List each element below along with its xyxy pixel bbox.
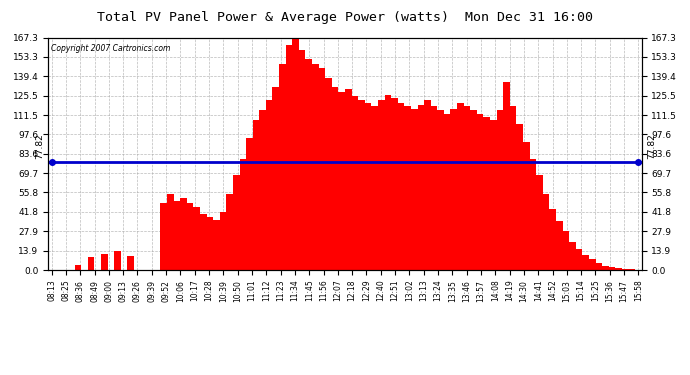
Bar <box>384 95 391 270</box>
Bar <box>457 103 464 270</box>
Bar <box>510 106 516 270</box>
Bar <box>411 109 417 270</box>
Bar <box>503 82 510 270</box>
Bar <box>115 251 121 270</box>
Bar <box>609 267 615 270</box>
Bar <box>424 100 431 270</box>
Bar <box>279 64 286 270</box>
Bar <box>246 138 253 270</box>
Bar <box>397 103 404 270</box>
Bar <box>299 50 306 270</box>
Bar <box>293 38 299 270</box>
Bar <box>589 259 595 270</box>
Bar <box>259 110 266 270</box>
Bar <box>358 100 365 270</box>
Bar <box>319 69 325 270</box>
Bar <box>549 209 556 270</box>
Bar <box>464 106 471 270</box>
Bar <box>180 198 187 270</box>
Bar <box>444 114 451 270</box>
Bar <box>345 89 352 270</box>
Bar <box>371 106 378 270</box>
Text: Total PV Panel Power & Average Power (watts)  Mon Dec 31 16:00: Total PV Panel Power & Average Power (wa… <box>97 11 593 24</box>
Bar <box>629 269 635 270</box>
Bar <box>352 96 358 270</box>
Bar <box>306 59 312 270</box>
Bar <box>286 45 293 270</box>
Bar <box>404 106 411 270</box>
Bar <box>391 98 397 270</box>
Bar <box>167 194 174 270</box>
Text: 77.82: 77.82 <box>35 134 44 159</box>
Bar <box>219 211 226 270</box>
Bar <box>471 110 477 270</box>
Bar <box>437 110 444 270</box>
Bar <box>543 194 549 270</box>
Bar <box>490 120 497 270</box>
Bar <box>536 176 543 270</box>
Bar <box>88 258 95 270</box>
Bar <box>101 254 108 270</box>
Bar <box>484 117 490 270</box>
Bar <box>556 221 562 270</box>
Text: Copyright 2007 Cartronics.com: Copyright 2007 Cartronics.com <box>51 45 170 54</box>
Bar <box>431 106 437 270</box>
Bar <box>206 217 213 270</box>
Bar <box>332 87 338 270</box>
Bar <box>365 103 371 270</box>
Bar <box>530 159 536 270</box>
Bar <box>187 203 193 270</box>
Bar <box>575 249 582 270</box>
Bar <box>128 256 134 270</box>
Bar <box>312 64 319 270</box>
Bar <box>562 231 569 270</box>
Text: 77.82: 77.82 <box>647 134 656 159</box>
Bar <box>213 220 219 270</box>
Bar <box>325 78 332 270</box>
Bar <box>451 109 457 270</box>
Bar <box>516 124 523 270</box>
Bar <box>338 92 345 270</box>
Bar <box>615 268 622 270</box>
Bar <box>569 242 575 270</box>
Bar <box>622 268 629 270</box>
Bar <box>417 105 424 270</box>
Bar <box>266 100 273 270</box>
Bar <box>174 201 180 270</box>
Bar <box>595 263 602 270</box>
Bar <box>602 266 609 270</box>
Bar <box>273 87 279 270</box>
Bar <box>233 176 239 270</box>
Bar <box>239 159 246 270</box>
Bar <box>523 142 530 270</box>
Bar <box>193 207 200 270</box>
Bar <box>477 114 484 270</box>
Bar <box>75 265 81 270</box>
Bar <box>497 110 503 270</box>
Bar <box>582 255 589 270</box>
Bar <box>200 214 206 270</box>
Bar <box>226 194 233 270</box>
Bar <box>253 120 259 270</box>
Bar <box>378 100 384 270</box>
Bar <box>160 203 167 270</box>
